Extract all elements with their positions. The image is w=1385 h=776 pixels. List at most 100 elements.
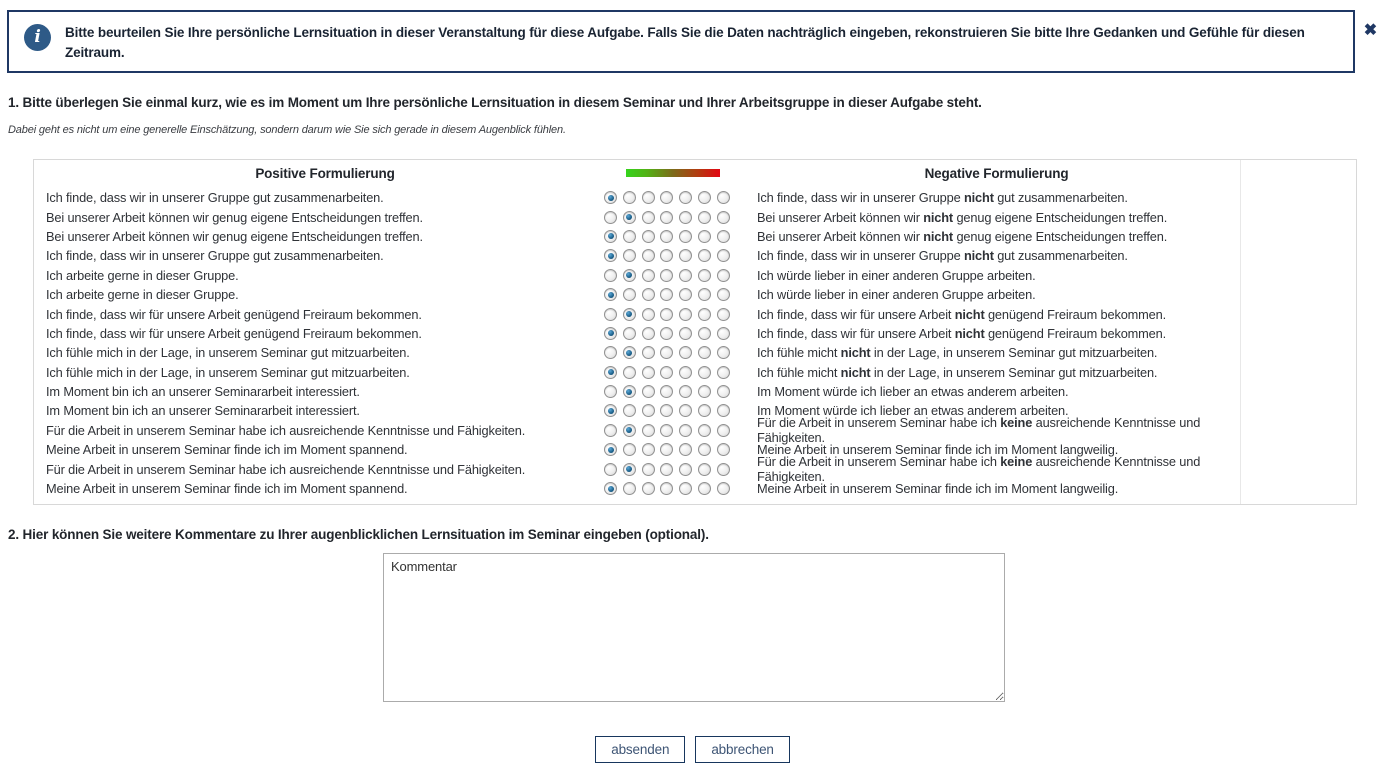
- radio-point-3[interactable]: [641, 288, 655, 302]
- radio-point-2[interactable]: [622, 404, 636, 418]
- radio-point-1[interactable]: [604, 346, 617, 360]
- radio-point-1[interactable]: [604, 423, 617, 437]
- cancel-button[interactable]: abbrechen: [695, 736, 790, 764]
- radio-point-3[interactable]: [641, 423, 655, 437]
- radio-point-4[interactable]: [660, 443, 674, 457]
- radio-point-3[interactable]: [641, 326, 655, 340]
- radio-point-4[interactable]: [660, 191, 674, 205]
- radio-point-2[interactable]: [622, 191, 636, 205]
- radio-point-6[interactable]: [698, 423, 712, 437]
- radio-point-6[interactable]: [698, 191, 712, 205]
- radio-point-2-selected[interactable]: [622, 307, 636, 321]
- submit-button[interactable]: absenden: [595, 736, 686, 764]
- radio-point-4[interactable]: [660, 404, 674, 418]
- radio-point-7[interactable]: [716, 268, 730, 282]
- radio-point-2-selected[interactable]: [622, 423, 636, 437]
- radio-point-4[interactable]: [660, 423, 674, 437]
- radio-point-1[interactable]: [604, 462, 617, 476]
- radio-point-7[interactable]: [716, 229, 730, 243]
- radio-point-6[interactable]: [698, 326, 712, 340]
- radio-point-3[interactable]: [641, 443, 655, 457]
- radio-point-1-selected[interactable]: [604, 365, 617, 379]
- radio-point-6[interactable]: [698, 365, 712, 379]
- radio-point-5[interactable]: [679, 191, 693, 205]
- radio-point-6[interactable]: [698, 385, 712, 399]
- radio-point-2-selected[interactable]: [622, 346, 636, 360]
- radio-point-7[interactable]: [716, 346, 730, 360]
- radio-point-1[interactable]: [604, 210, 617, 224]
- radio-point-4[interactable]: [660, 462, 674, 476]
- radio-point-7[interactable]: [716, 249, 730, 263]
- radio-point-5[interactable]: [679, 229, 693, 243]
- radio-point-4[interactable]: [660, 307, 674, 321]
- radio-point-5[interactable]: [679, 346, 693, 360]
- radio-point-5[interactable]: [679, 210, 693, 224]
- radio-point-5[interactable]: [679, 249, 693, 263]
- radio-point-6[interactable]: [698, 482, 712, 496]
- radio-point-3[interactable]: [641, 210, 655, 224]
- radio-point-6[interactable]: [698, 443, 712, 457]
- radio-point-7[interactable]: [716, 482, 730, 496]
- radio-point-7[interactable]: [716, 210, 730, 224]
- radio-point-4[interactable]: [660, 482, 674, 496]
- radio-point-3[interactable]: [641, 229, 655, 243]
- radio-point-3[interactable]: [641, 385, 655, 399]
- radio-point-3[interactable]: [641, 404, 655, 418]
- radio-point-2-selected[interactable]: [622, 268, 636, 282]
- radio-point-3[interactable]: [641, 482, 655, 496]
- radio-point-7[interactable]: [716, 326, 730, 340]
- radio-point-2[interactable]: [622, 326, 636, 340]
- radio-point-1-selected[interactable]: [604, 229, 617, 243]
- radio-point-4[interactable]: [660, 288, 674, 302]
- radio-point-7[interactable]: [716, 365, 730, 379]
- radio-point-4[interactable]: [660, 365, 674, 379]
- radio-point-6[interactable]: [698, 307, 712, 321]
- radio-point-2[interactable]: [622, 443, 636, 457]
- radio-point-1-selected[interactable]: [604, 249, 617, 263]
- radio-point-5[interactable]: [679, 423, 693, 437]
- radio-point-1[interactable]: [604, 385, 617, 399]
- radio-point-5[interactable]: [679, 404, 693, 418]
- radio-point-5[interactable]: [679, 288, 693, 302]
- radio-point-1[interactable]: [604, 268, 617, 282]
- radio-point-6[interactable]: [698, 404, 712, 418]
- radio-point-1-selected[interactable]: [604, 326, 617, 340]
- radio-point-7[interactable]: [716, 288, 730, 302]
- radio-point-7[interactable]: [716, 385, 730, 399]
- radio-point-5[interactable]: [679, 307, 693, 321]
- radio-point-6[interactable]: [698, 346, 712, 360]
- radio-point-6[interactable]: [698, 268, 712, 282]
- radio-point-5[interactable]: [679, 268, 693, 282]
- radio-point-4[interactable]: [660, 346, 674, 360]
- radio-point-5[interactable]: [679, 482, 693, 496]
- radio-point-2[interactable]: [622, 482, 636, 496]
- radio-point-1[interactable]: [604, 307, 617, 321]
- radio-point-6[interactable]: [698, 462, 712, 476]
- radio-point-3[interactable]: [641, 462, 655, 476]
- radio-point-1-selected[interactable]: [604, 443, 617, 457]
- radio-point-2-selected[interactable]: [622, 210, 636, 224]
- radio-point-7[interactable]: [716, 307, 730, 321]
- radio-point-2-selected[interactable]: [622, 462, 636, 476]
- radio-point-4[interactable]: [660, 210, 674, 224]
- radio-point-1-selected[interactable]: [604, 482, 617, 496]
- radio-point-3[interactable]: [641, 249, 655, 263]
- radio-point-7[interactable]: [716, 462, 730, 476]
- radio-point-1-selected[interactable]: [604, 191, 617, 205]
- radio-point-1-selected[interactable]: [604, 404, 617, 418]
- radio-point-1-selected[interactable]: [604, 288, 617, 302]
- radio-point-6[interactable]: [698, 249, 712, 263]
- radio-point-4[interactable]: [660, 385, 674, 399]
- radio-point-6[interactable]: [698, 288, 712, 302]
- radio-point-6[interactable]: [698, 229, 712, 243]
- radio-point-3[interactable]: [641, 365, 655, 379]
- comment-textarea[interactable]: Kommentar: [383, 553, 1005, 703]
- radio-point-3[interactable]: [641, 268, 655, 282]
- radio-point-7[interactable]: [716, 191, 730, 205]
- radio-point-6[interactable]: [698, 210, 712, 224]
- radio-point-5[interactable]: [679, 462, 693, 476]
- radio-point-5[interactable]: [679, 365, 693, 379]
- radio-point-2[interactable]: [622, 365, 636, 379]
- radio-point-5[interactable]: [679, 385, 693, 399]
- radio-point-3[interactable]: [641, 307, 655, 321]
